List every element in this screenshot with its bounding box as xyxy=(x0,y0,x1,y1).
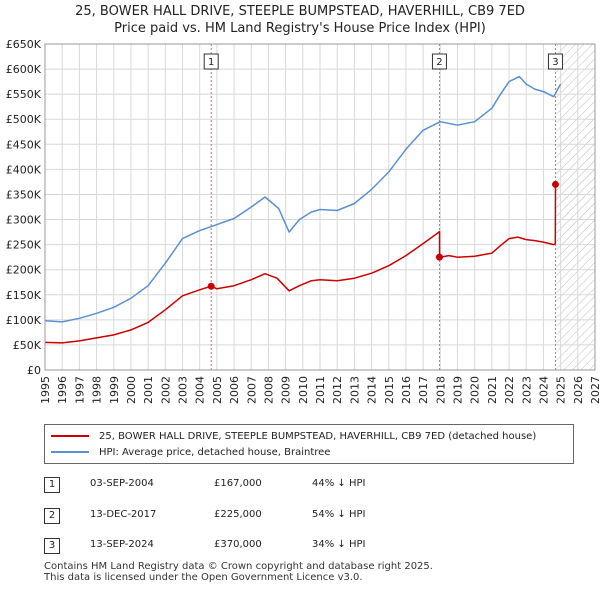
y-tick-label: £500K xyxy=(6,113,42,126)
x-tick-label: 2006 xyxy=(228,376,241,404)
chart-title-line2: Price paid vs. HM Land Registry's House … xyxy=(114,21,486,36)
chart-title-line1: 25, BOWER HALL DRIVE, STEEPLE BUMPSTEAD,… xyxy=(75,4,525,19)
legend-item-property: 25, BOWER HALL DRIVE, STEEPLE BUMPSTEAD,… xyxy=(51,428,536,444)
x-tick-label: 2024 xyxy=(537,376,550,404)
legend-swatch-property xyxy=(51,435,89,437)
x-tick-label: 1996 xyxy=(56,376,69,404)
forecast-region xyxy=(556,44,595,370)
x-tick-label: 2025 xyxy=(555,376,568,404)
transaction-hpi: 34% ↓ HPI xyxy=(312,539,366,550)
x-tick-label: 2016 xyxy=(400,376,413,404)
x-tick-label: 2017 xyxy=(417,376,430,404)
x-tick-label: 2000 xyxy=(125,376,138,404)
x-tick-label: 2007 xyxy=(245,376,258,404)
sale-point xyxy=(435,253,443,261)
sale-point xyxy=(551,180,559,188)
x-tick-label: 2005 xyxy=(211,376,224,404)
y-tick-label: £350K xyxy=(6,188,42,201)
x-tick-label: 2021 xyxy=(486,376,499,404)
legend: 25, BOWER HALL DRIVE, STEEPLE BUMPSTEAD,… xyxy=(44,424,574,464)
x-tick-label: 2023 xyxy=(520,376,533,404)
x-tick-label: 2012 xyxy=(331,376,344,404)
plot-frame xyxy=(44,43,596,371)
transaction-row: 1 03-SEP-2004 £167,000 44% ↓ HPI xyxy=(44,477,544,497)
y-tick-label: £550K xyxy=(6,88,42,101)
y-tick-label: £400K xyxy=(6,163,42,176)
transaction-row: 2 13-DEC-2017 £225,000 54% ↓ HPI xyxy=(44,508,544,528)
price-chart: £0 £50K £100K £150K £200K £250K £300K £350K £400… xyxy=(6,38,600,404)
hpi-line xyxy=(44,75,562,323)
transaction-number: 2 xyxy=(44,508,60,524)
y-tick-label: £250K xyxy=(6,239,42,252)
y-tick-label: £200K xyxy=(6,264,42,277)
transaction-date: 03-SEP-2004 xyxy=(90,478,154,489)
x-tick-label: 2027 xyxy=(589,376,600,404)
transaction-price: £167,000 xyxy=(214,478,262,489)
x-tick-label: 2010 xyxy=(297,376,310,404)
legend-swatch-hpi xyxy=(51,451,89,453)
x-tick-label: 2022 xyxy=(503,376,516,404)
x-tick-label: 2015 xyxy=(383,376,396,404)
marker-label: 3 xyxy=(552,57,558,68)
legend-label-hpi: HPI: Average price, detached house, Brai… xyxy=(99,446,331,458)
marker-box xyxy=(547,53,563,70)
legend-label-property: 25, BOWER HALL DRIVE, STEEPLE BUMPSTEAD,… xyxy=(99,430,537,442)
y-tick-label: £50K xyxy=(13,339,42,352)
y-tick-label: £650K xyxy=(6,38,42,51)
footer: Contains HM Land Registry data © Crown c… xyxy=(44,561,433,583)
transaction-date: 13-DEC-2017 xyxy=(90,509,157,520)
transaction-number: 1 xyxy=(44,477,60,493)
x-tick-label: 1997 xyxy=(73,376,86,404)
x-tick-label: 2008 xyxy=(262,376,275,404)
transaction-hpi: 44% ↓ HPI xyxy=(312,478,366,489)
x-tick-label: 1995 xyxy=(39,376,52,404)
x-tick-label: 2014 xyxy=(366,376,379,404)
transaction-number: 3 xyxy=(44,538,60,554)
y-tick-label: £0 xyxy=(27,364,41,377)
marker-box xyxy=(431,53,447,70)
marker-label: 1 xyxy=(208,57,214,68)
x-tick-label: 2019 xyxy=(452,376,465,404)
x-tick-label: 2013 xyxy=(348,376,361,404)
footer-licence: This data is licensed under the Open Gov… xyxy=(44,572,363,583)
legend-item-hpi: HPI: Average price, detached house, Brai… xyxy=(51,444,330,460)
transaction-hpi: 54% ↓ HPI xyxy=(312,509,366,520)
x-tick-label: 2004 xyxy=(194,376,207,404)
footer-copyright: Contains HM Land Registry data © Crown c… xyxy=(44,561,433,572)
x-tick-label: 2003 xyxy=(177,376,190,404)
y-tick-label: £150K xyxy=(6,289,42,302)
y-tick-label: £450K xyxy=(6,138,42,151)
y-tick-label: £600K xyxy=(6,63,42,76)
property-price-line xyxy=(44,184,557,344)
y-tick-label: £100K xyxy=(6,314,42,327)
x-tick-label: 2002 xyxy=(159,376,172,404)
y-tick-label: £300K xyxy=(6,214,42,227)
x-tick-label: 2026 xyxy=(572,376,585,404)
transaction-price: £370,000 xyxy=(214,539,262,550)
x-tick-label: 2018 xyxy=(434,376,447,404)
marker-label: 2 xyxy=(436,57,442,68)
x-tick-label: 1999 xyxy=(108,376,121,404)
x-tick-label: 2009 xyxy=(280,376,293,404)
x-tick-label: 2020 xyxy=(469,376,482,404)
marker-box xyxy=(203,53,219,70)
x-tick-label: 2011 xyxy=(314,376,327,404)
sale-point xyxy=(207,282,215,290)
transaction-date: 13-SEP-2024 xyxy=(90,539,154,550)
x-tick-label: 2001 xyxy=(142,376,155,404)
x-tick-label: 1998 xyxy=(91,376,104,404)
transaction-row: 3 13-SEP-2024 £370,000 34% ↓ HPI xyxy=(44,538,544,558)
transaction-price: £225,000 xyxy=(214,509,262,520)
